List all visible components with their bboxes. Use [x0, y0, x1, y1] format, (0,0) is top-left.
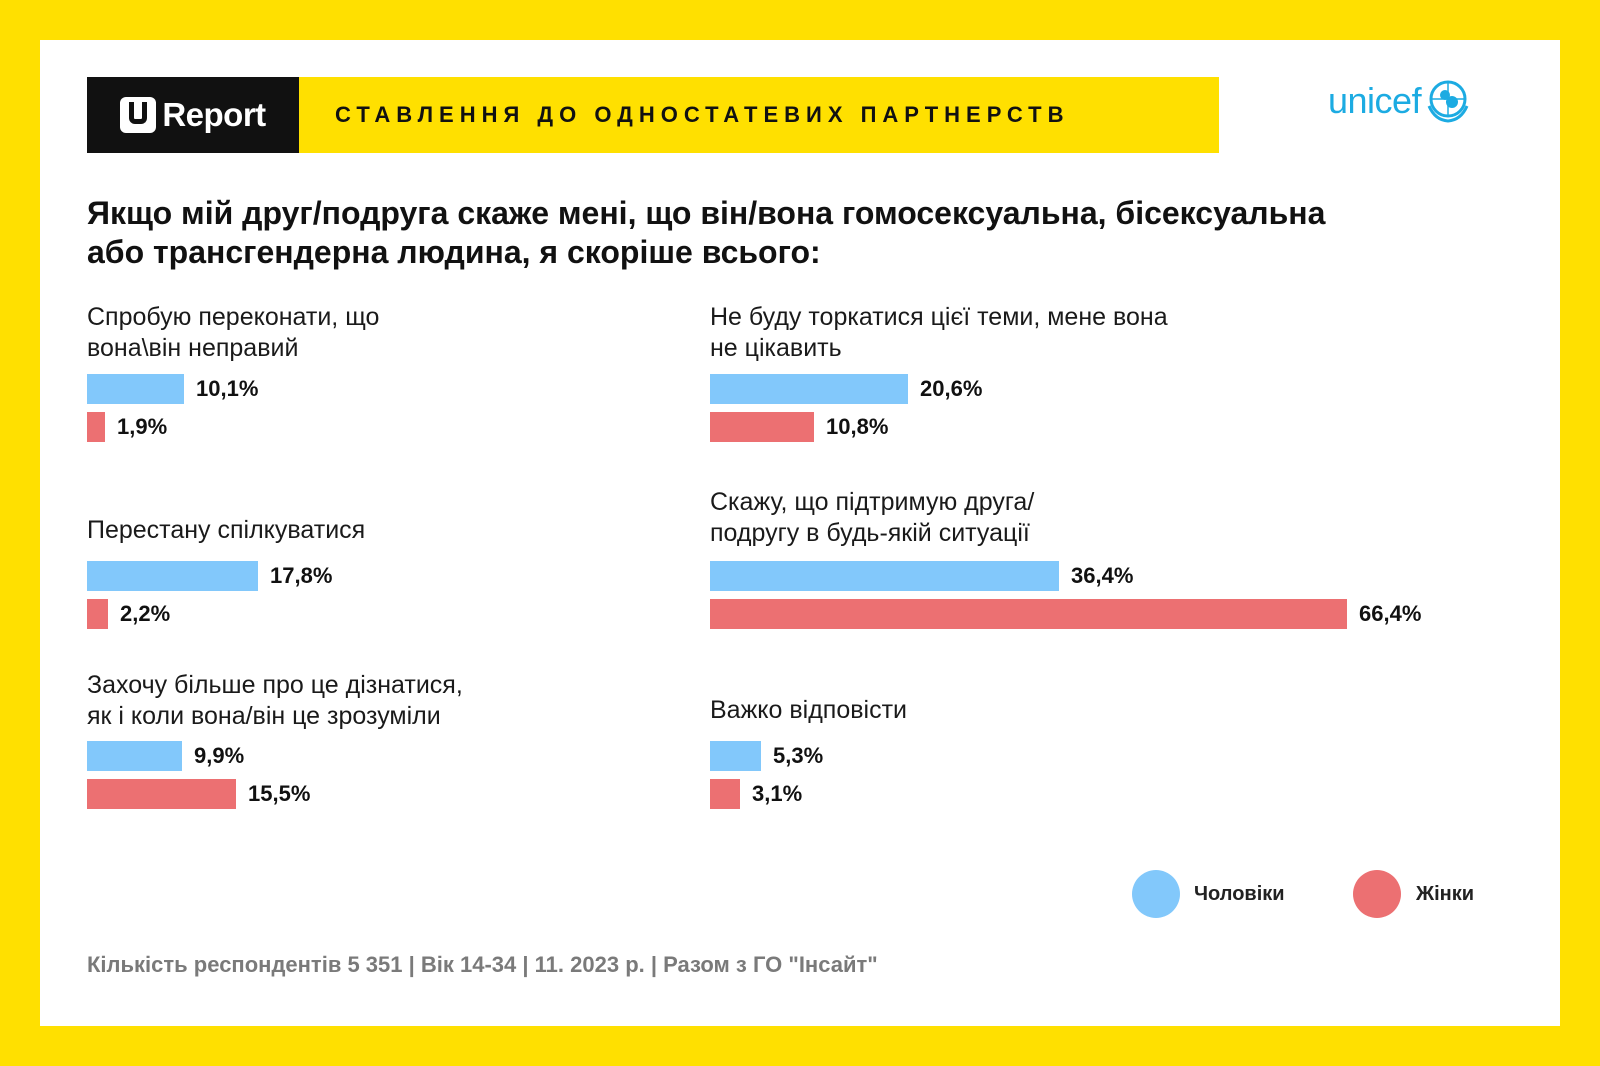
infographic-card: Report СТАВЛЕННЯ ДО ОДНОСТАТЕВИХ ПАРТНЕР…	[40, 40, 1560, 1026]
legend-men-swatch	[1132, 870, 1180, 918]
footer-note: Кількість респондентів 5 351 | Вік 14-34…	[87, 952, 878, 977]
men-bar	[87, 561, 258, 591]
unicef-logo-text: unicef	[1328, 80, 1422, 121]
women-bar	[87, 412, 105, 442]
logo-text: Report	[162, 96, 266, 133]
legend-women-label: Жінки	[1416, 883, 1475, 905]
answer-label: Скажу, що підтримую друга/	[710, 488, 1035, 516]
men-bar	[87, 741, 182, 771]
answer-label: Не буду торкатися цієї теми, мене вона	[710, 303, 1168, 331]
unicef-emblem-icon	[1425, 78, 1471, 124]
answer-label: вона\він неправий	[87, 334, 299, 362]
men-bar	[87, 374, 184, 404]
women-value-label: 15,5%	[248, 781, 311, 806]
women-bar	[710, 779, 740, 809]
women-value-label: 2,2%	[120, 601, 171, 626]
header-banner: Report СТАВЛЕННЯ ДО ОДНОСТАТЕВИХ ПАРТНЕР…	[87, 77, 1219, 153]
answer-label: не цікавить	[710, 334, 842, 362]
men-value-label: 17,8%	[270, 563, 333, 588]
header-title-block: СТАВЛЕННЯ ДО ОДНОСТАТЕВИХ ПАРТНЕРСТВ	[299, 77, 1219, 153]
women-value-label: 1,9%	[117, 414, 168, 439]
women-value-label: 3,1%	[752, 781, 803, 806]
men-bar	[710, 741, 761, 771]
men-value-label: 36,4%	[1071, 563, 1134, 588]
women-bar	[87, 779, 236, 809]
answer-label: Захочу більше про це дізнатися,	[87, 671, 463, 699]
answer-label: Важко відповісти	[710, 696, 907, 724]
women-value-label: 66,4%	[1359, 601, 1422, 626]
unicef-logo: unicef	[1328, 78, 1471, 124]
men-value-label: 20,6%	[920, 376, 983, 401]
answer-label: Перестану спілкуватися	[87, 516, 366, 544]
women-bar	[710, 599, 1347, 629]
u-logo-icon	[120, 97, 157, 133]
men-bar	[710, 561, 1059, 591]
men-bar	[710, 374, 908, 404]
legend-men-label: Чоловіки	[1194, 883, 1285, 905]
ureport-logo: Report	[87, 77, 299, 153]
women-bar	[87, 599, 108, 629]
men-value-label: 9,9%	[194, 743, 245, 768]
men-value-label: 10,1%	[196, 376, 259, 401]
answer-label: Спробую переконати, що	[87, 303, 380, 331]
answer-label: як і коли вона/він це зрозуміли	[87, 702, 441, 730]
women-value-label: 10,8%	[826, 414, 889, 439]
survey-question: Якщо мій друг/подруга скаже мені, що він…	[87, 195, 1326, 270]
men-value-label: 5,3%	[773, 743, 824, 768]
answer-label: подругу в будь-якій ситуації	[710, 519, 1030, 547]
women-bar	[710, 412, 814, 442]
header-title: СТАВЛЕННЯ ДО ОДНОСТАТЕВИХ ПАРТНЕРСТВ	[335, 102, 1070, 127]
legend-women-swatch	[1353, 870, 1401, 918]
